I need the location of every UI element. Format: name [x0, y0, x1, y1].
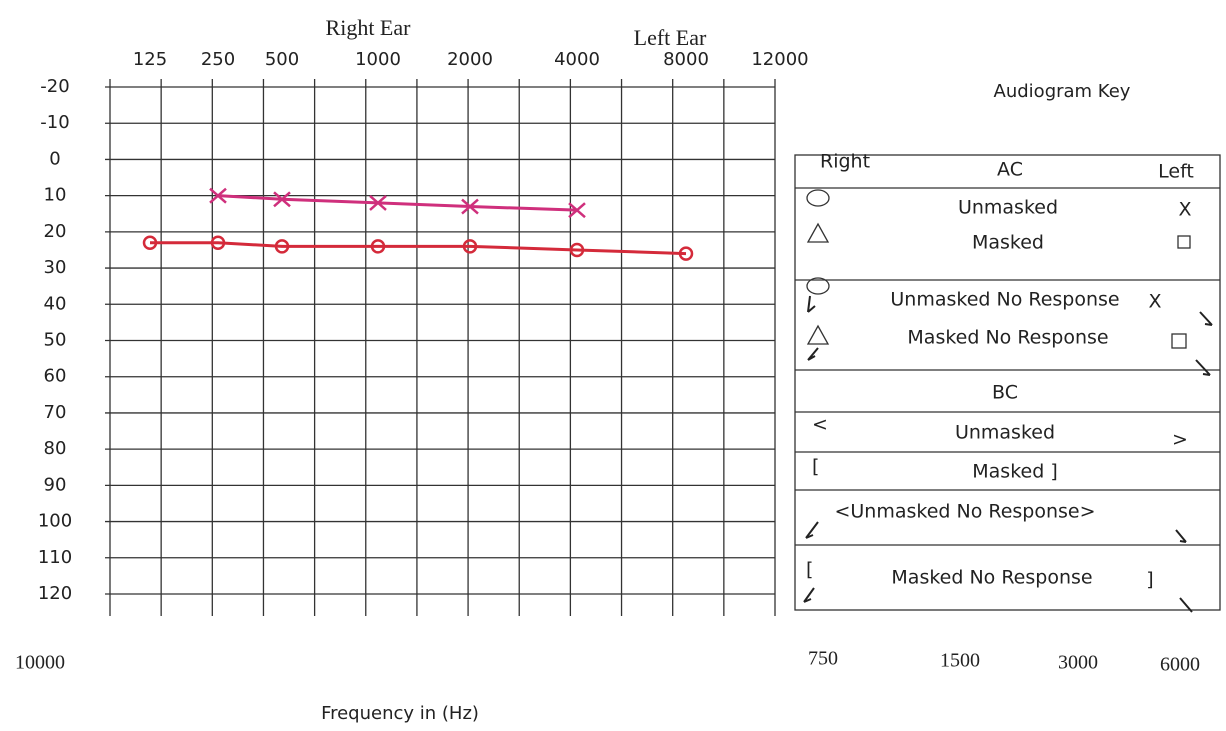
key-cell: [ — [812, 456, 819, 478]
y-tick-label: 50 — [44, 330, 67, 351]
x-tick-label: 12000 — [751, 49, 808, 70]
point-marker — [209, 187, 227, 204]
key-cell: Masked No Response — [907, 327, 1108, 349]
key-border — [794, 154, 1221, 611]
key-arrow — [807, 347, 819, 361]
lower-label: 10000 — [15, 652, 65, 674]
y-tick-label: 60 — [44, 366, 67, 387]
point-marker — [142, 235, 158, 250]
series-name: Right Ear — [326, 15, 412, 40]
key-cell: Masked ] — [972, 461, 1057, 483]
key-triangle-symbol — [806, 324, 830, 345]
lower-label: 3000 — [1058, 652, 1098, 674]
y-tick-label: 90 — [44, 474, 67, 495]
key-cell: Unmasked No Response — [890, 289, 1119, 311]
key-cell: Right — [820, 151, 870, 173]
series-line — [150, 241, 687, 256]
lower-label: 6000 — [1160, 654, 1200, 676]
key-arrow — [805, 521, 819, 539]
point-marker — [210, 235, 226, 250]
point-marker — [369, 194, 387, 211]
key-circle-symbol — [806, 189, 830, 207]
key-square-symbol — [1177, 235, 1191, 249]
y-tick-label: 0 — [49, 148, 60, 169]
y-tick-label: 10 — [44, 185, 67, 206]
lower-label: 1500 — [940, 650, 980, 672]
y-tick-label: 70 — [44, 402, 67, 423]
key-cell: <Unmasked No Response> — [834, 501, 1095, 523]
key-cell: Unmasked — [958, 197, 1058, 219]
key-arrow — [1199, 311, 1213, 326]
x-tick-label: 500 — [265, 49, 299, 70]
y-tick-label: 110 — [38, 547, 72, 568]
key-cell: BC — [992, 382, 1018, 404]
x-axis-label: Frequency in (Hz) — [321, 703, 479, 724]
point-marker — [461, 198, 479, 215]
y-tick-label: 80 — [44, 438, 67, 459]
x-tick-label: 8000 — [663, 49, 709, 70]
point-marker — [678, 246, 694, 261]
y-tick-label: 30 — [44, 257, 67, 278]
key-cell: X — [1178, 199, 1191, 221]
y-tick-label: 120 — [38, 583, 72, 604]
key-cell: X — [1148, 291, 1161, 313]
key-cell: Masked No Response — [891, 567, 1092, 589]
key-circle-symbol — [806, 277, 830, 295]
point-marker — [273, 191, 291, 208]
key-arrow — [1175, 529, 1187, 543]
key-arrow — [803, 587, 815, 603]
key-arrow — [807, 295, 816, 313]
key-cell: Left — [1158, 161, 1194, 183]
key-cell: > — [1172, 429, 1188, 451]
key-arrow — [1195, 359, 1211, 376]
key-triangle-symbol — [806, 222, 830, 243]
x-tick-label: 125 — [133, 49, 167, 70]
point-marker — [370, 239, 386, 254]
key-square-symbol — [1171, 333, 1187, 349]
x-tick-label: 4000 — [554, 49, 600, 70]
key-cell: AC — [997, 159, 1023, 181]
x-tick-label: 1000 — [355, 49, 401, 70]
y-tick-label: 40 — [44, 293, 67, 314]
key-cell: [ — [806, 559, 813, 581]
y-tick-label: -20 — [40, 76, 69, 97]
lower-label: 750 — [808, 648, 838, 670]
key-cell: ] — [1146, 569, 1153, 591]
point-marker — [569, 242, 585, 258]
x-tick-label: 2000 — [447, 49, 493, 70]
key-box — [794, 154, 1221, 613]
key-arrow — [1179, 597, 1193, 613]
y-tick-label: 20 — [44, 221, 67, 242]
key-cell: Masked — [972, 232, 1044, 254]
y-tick-label: 100 — [38, 511, 72, 532]
x-tick-label: 250 — [201, 49, 235, 70]
series-name: Left Ear — [634, 25, 707, 50]
point-marker — [274, 239, 290, 254]
key-cell: < — [812, 414, 828, 436]
key-cell: Unmasked — [955, 422, 1055, 444]
y-tick-label: -10 — [40, 112, 69, 133]
key-title: Audiogram Key — [994, 81, 1131, 102]
point-marker — [462, 239, 478, 254]
point-marker — [568, 202, 586, 219]
